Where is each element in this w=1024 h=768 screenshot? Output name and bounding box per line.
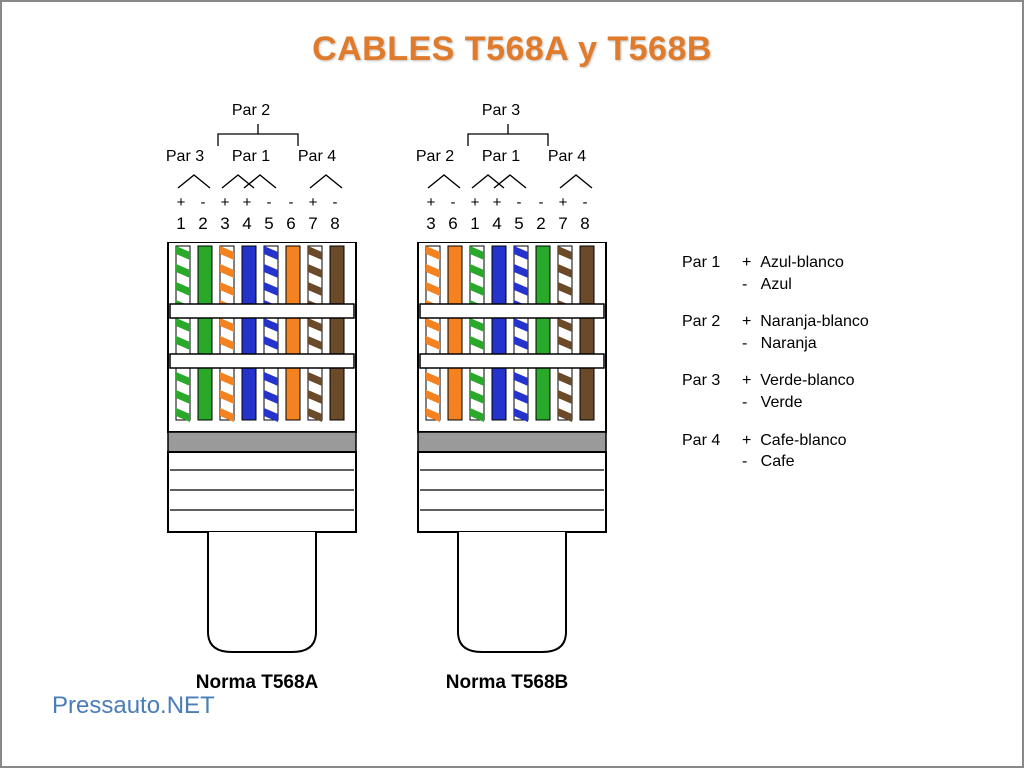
pin-number: 7 <box>552 214 574 234</box>
polarity-mark: - <box>508 194 530 211</box>
legend-row: Par 3 + Verde-blanco- Verde <box>682 370 869 413</box>
pair-bracket <box>216 122 300 148</box>
legend-pair-name: Par 2 <box>682 311 742 354</box>
pin-number: 2 <box>530 214 552 234</box>
page-title: CABLES T568A y T568B <box>2 2 1022 69</box>
pair-peak-icon <box>422 172 466 190</box>
pair-peak-icon <box>172 172 216 190</box>
pin-number: 1 <box>170 214 192 234</box>
pair-label: Par 4 <box>542 148 592 166</box>
legend-pair-name: Par 3 <box>682 370 742 413</box>
pin-number: 3 <box>420 214 442 234</box>
polarity-mark: - <box>280 194 302 211</box>
pair-label: Par 1 <box>226 148 276 166</box>
pair-peak-icon <box>554 172 598 190</box>
polarity-mark: + <box>552 194 574 211</box>
pin-number: 2 <box>192 214 214 234</box>
legend-pair-name: Par 4 <box>682 430 742 473</box>
rj45-connector-diagram <box>412 242 612 662</box>
legend-pair-values: + Cafe-blanco- Cafe <box>742 430 847 473</box>
legend-pair-values: + Verde-blanco- Verde <box>742 370 855 413</box>
pair-peak-icon <box>238 172 282 190</box>
legend-pair-values: + Azul-blanco- Azul <box>742 252 844 295</box>
pair-peak-icon <box>304 172 348 190</box>
polarity-mark: - <box>324 194 346 211</box>
pair-label: Par 3 <box>160 148 210 166</box>
pin-number: 3 <box>214 214 236 234</box>
pin-number: 6 <box>280 214 302 234</box>
legend-row: Par 1 + Azul-blanco- Azul <box>682 252 869 295</box>
pin-number: 1 <box>464 214 486 234</box>
pair-bracket <box>466 122 550 148</box>
pair-top-label: Par 2 <box>226 102 276 120</box>
polarity-mark: + <box>214 194 236 211</box>
pair-top-label: Par 3 <box>476 102 526 120</box>
pin-number: 8 <box>574 214 596 234</box>
polarity-mark: + <box>236 194 258 211</box>
polarity-mark: + <box>420 194 442 211</box>
legend-row: Par 2 + Naranja-blanco- Naranja <box>682 311 869 354</box>
legend-pair-values: + Naranja-blanco- Naranja <box>742 311 869 354</box>
polarity-mark: - <box>574 194 596 211</box>
polarity-mark: + <box>170 194 192 211</box>
polarity-mark: + <box>486 194 508 211</box>
pin-number: 6 <box>442 214 464 234</box>
legend: Par 1 + Azul-blanco- Azul Par 2 + Naranj… <box>682 252 869 489</box>
legend-pair-name: Par 1 <box>682 252 742 295</box>
polarity-mark: - <box>258 194 280 211</box>
watermark: Pressauto.NET <box>52 692 215 720</box>
pair-peak-icon <box>488 172 532 190</box>
polarity-mark: + <box>464 194 486 211</box>
pin-number: 5 <box>258 214 280 234</box>
pin-number: 7 <box>302 214 324 234</box>
polarity-mark: - <box>530 194 552 211</box>
connector-caption: Norma T568B <box>392 672 622 694</box>
pair-label: Par 2 <box>410 148 460 166</box>
pin-number: 8 <box>324 214 346 234</box>
pin-number: 5 <box>508 214 530 234</box>
pin-number: 4 <box>236 214 258 234</box>
pin-number: 4 <box>486 214 508 234</box>
pair-label: Par 1 <box>476 148 526 166</box>
connector-caption: Norma T568A <box>142 672 372 694</box>
pair-label: Par 4 <box>292 148 342 166</box>
legend-row: Par 4 + Cafe-blanco- Cafe <box>682 430 869 473</box>
polarity-mark: - <box>442 194 464 211</box>
polarity-mark: + <box>302 194 324 211</box>
rj45-connector-diagram <box>162 242 362 662</box>
polarity-mark: - <box>192 194 214 211</box>
